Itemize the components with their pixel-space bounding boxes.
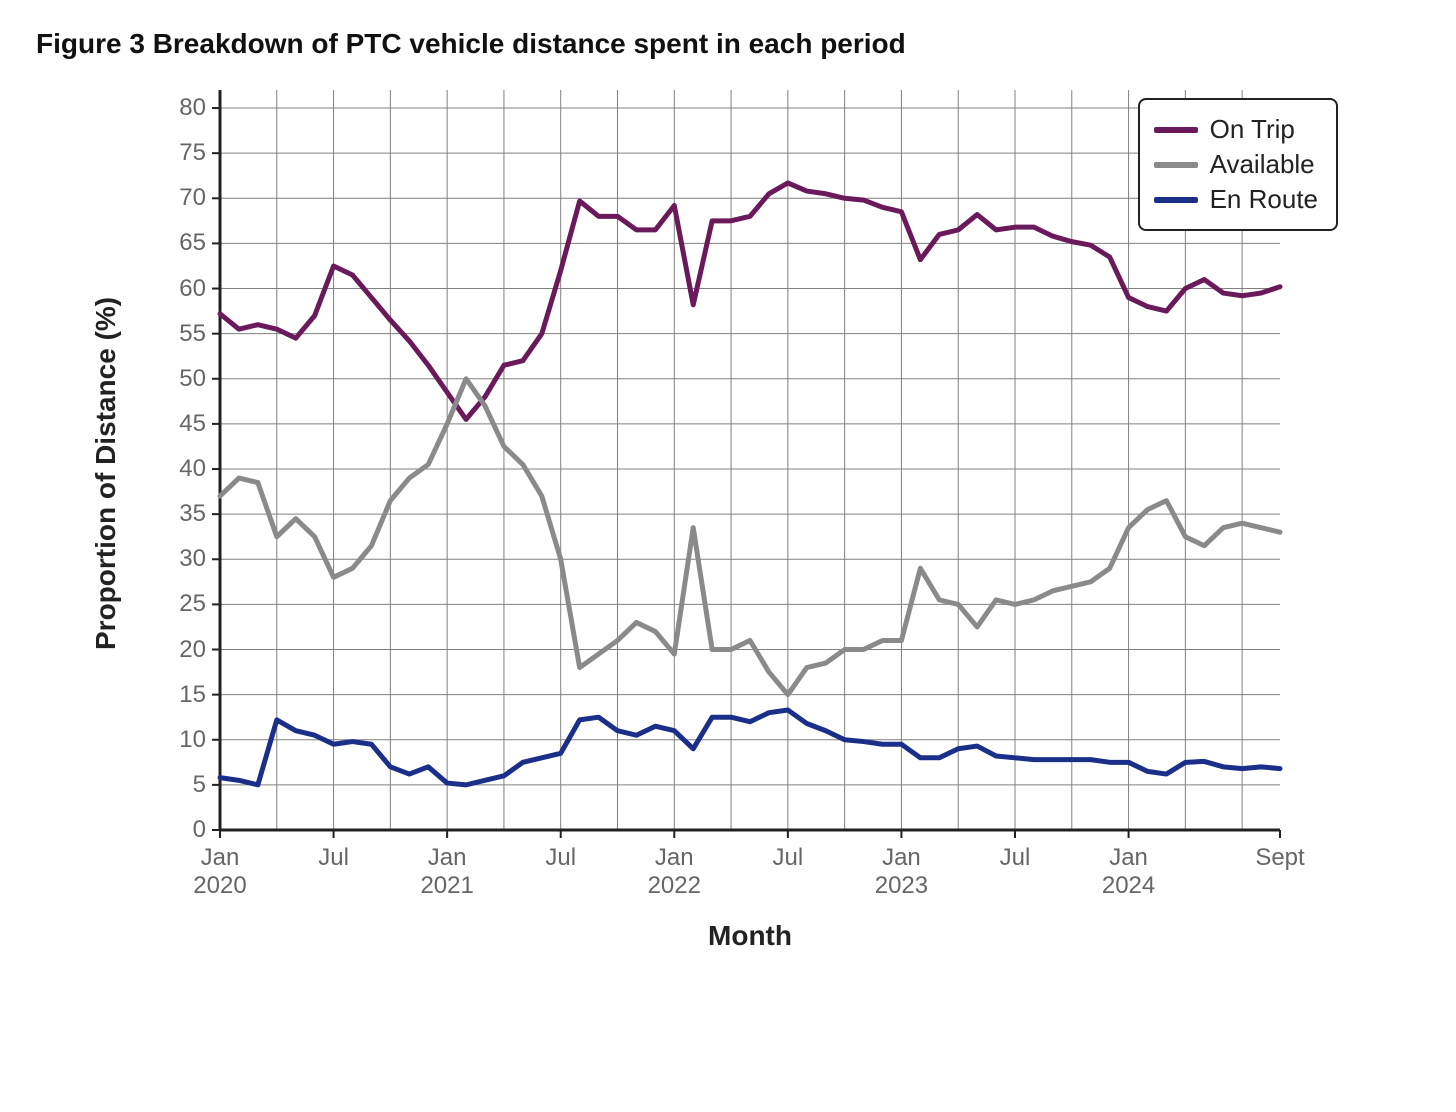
y-tick-label: 40 [150, 455, 206, 483]
legend-swatch [1154, 127, 1198, 133]
legend-label: Available [1210, 149, 1315, 180]
legend-item-available: Available [1154, 149, 1318, 180]
y-tick-label: 50 [150, 365, 206, 393]
y-tick-label: 70 [150, 184, 206, 212]
x-tick-label: Sept [1220, 844, 1340, 872]
legend-item-on-trip: On Trip [1154, 114, 1318, 145]
y-tick-label: 60 [150, 275, 206, 303]
figure-container: Figure 3 Breakdown of PTC vehicle distan… [0, 0, 1456, 1112]
x-tick-label: Jul [955, 844, 1075, 872]
y-tick-label: 65 [150, 229, 206, 257]
x-tick-label: Jan2022 [614, 844, 734, 899]
x-tick-label: Jan2023 [841, 844, 961, 899]
legend-item-en-route: En Route [1154, 184, 1318, 215]
x-tick-label: Jul [728, 844, 848, 872]
y-tick-label: 20 [150, 636, 206, 664]
y-tick-label: 5 [150, 771, 206, 799]
y-tick-label: 10 [150, 726, 206, 754]
y-axis-label: Proportion of Distance (%) [90, 297, 122, 650]
y-tick-label: 15 [150, 681, 206, 709]
x-tick-label: Jan2021 [387, 844, 507, 899]
y-tick-label: 25 [150, 590, 206, 618]
y-tick-label: 80 [150, 94, 206, 122]
series-line-available [220, 379, 1280, 695]
x-tick-label: Jul [274, 844, 394, 872]
legend-swatch [1154, 162, 1198, 168]
x-axis-label: Month [690, 920, 810, 952]
x-tick-label: Jan2020 [160, 844, 280, 899]
legend: On Trip Available En Route [1138, 98, 1338, 231]
legend-swatch [1154, 197, 1198, 203]
x-tick-label: Jan2024 [1069, 844, 1189, 899]
y-tick-label: 35 [150, 500, 206, 528]
series-line-en-route [220, 710, 1280, 785]
y-tick-label: 75 [150, 139, 206, 167]
legend-label: En Route [1210, 184, 1318, 215]
y-tick-label: 0 [150, 816, 206, 844]
chart-plot-area [220, 90, 1280, 830]
series-line-on-trip [220, 183, 1280, 419]
x-tick-label: Jul [501, 844, 621, 872]
y-tick-label: 45 [150, 410, 206, 438]
y-tick-label: 55 [150, 320, 206, 348]
figure-title: Figure 3 Breakdown of PTC vehicle distan… [36, 28, 906, 60]
legend-label: On Trip [1210, 114, 1295, 145]
y-tick-label: 30 [150, 545, 206, 573]
